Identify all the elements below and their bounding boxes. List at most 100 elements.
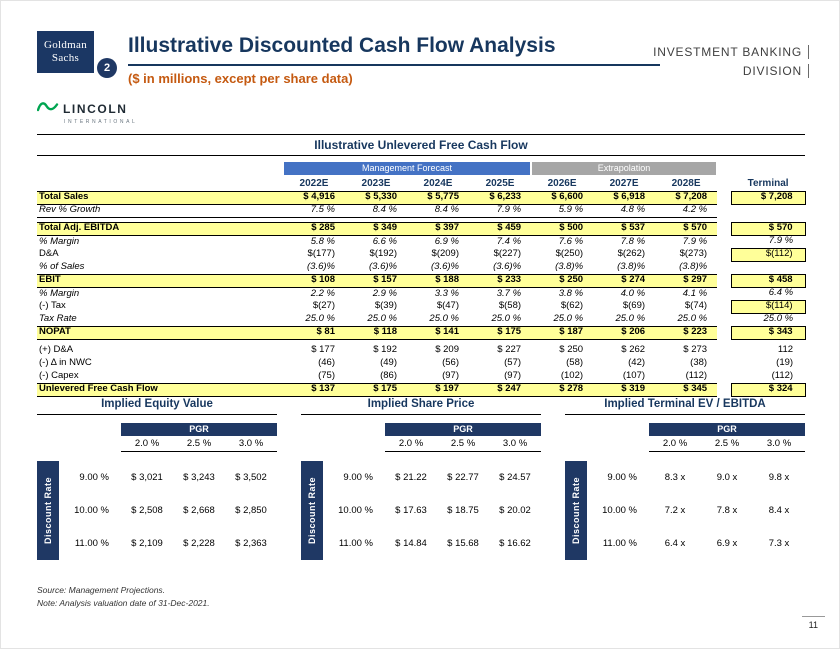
spacer-cell — [717, 300, 732, 313]
spacer-cell — [717, 235, 732, 248]
sensitivity-cell: 6.4 x — [664, 538, 686, 549]
goldman-sachs-logo-line1: Goldman — [43, 39, 88, 52]
sensitivity-title: Implied Equity Value — [37, 398, 277, 415]
fcf-cell: 4.0 % — [620, 287, 646, 299]
fcf-cell: 4.8 % — [593, 204, 656, 218]
discount-rate-axis-label: Discount Rate — [571, 476, 581, 544]
fcf-cell: 2.9 % — [372, 287, 397, 299]
fcf-cell: (102) — [560, 370, 584, 382]
fcf-cell: $ 345 — [655, 382, 718, 397]
fcf-cell: 25.0 % — [367, 313, 397, 325]
fcf-cell: 8.4 % — [345, 204, 407, 218]
spacer-cell — [717, 370, 732, 383]
fcf-row: % of Sales (3.6)% (3.6)% (3.6)% (3.6)% (3.8)%… — [37, 261, 805, 274]
fcf-year-header-row: 2022E 2023E 2024E 2025E 2026E 2027E 2028… — [37, 176, 806, 192]
fcf-row-label: % Margin — [39, 287, 80, 299]
sensitivity-cell: 8.3 x — [664, 472, 686, 483]
fcf-cell: $ 319 — [593, 382, 656, 397]
fcf-row-label: (+) D&A — [39, 344, 74, 356]
group-header-forecast: Management Forecast — [283, 161, 531, 176]
sensitivity-cell: $ 20.02 — [499, 505, 531, 516]
year-header: 2022E — [283, 176, 345, 192]
sensitivity-cell: 9.8 x — [768, 472, 790, 483]
pgr-col-header: 2.5 % — [173, 436, 225, 452]
fcf-row: (-) Capex (75) (86) (97) (97) (102) (107) (112)… — [37, 370, 805, 383]
division-line1: INVESTMENT BANKING — [653, 45, 809, 59]
fcf-row-label: NOPAT — [37, 325, 283, 340]
spacer-cell — [731, 161, 805, 176]
discount-rate-value: 10.00 % — [338, 505, 373, 516]
fcf-terminal-cell: (19) — [776, 357, 794, 369]
fcf-row: Total Adj. EBITDA $ 285 $ 349 $ 397 $ 459 $ 5… — [37, 221, 806, 236]
sensitivity-cell: $ 14.84 — [395, 538, 427, 549]
valuation-note: Note: Analysis valuation date of 31-Dec-… — [37, 597, 210, 608]
year-header: 2024E — [407, 176, 469, 192]
sensitivity-cell: 7.2 x — [664, 505, 686, 516]
sensitivity-title: Implied Share Price — [301, 398, 541, 415]
fcf-cell: 2.2 % — [310, 287, 335, 299]
fcf-cell: (97) — [442, 370, 459, 382]
discount-rate-value: 11.00 % — [602, 538, 637, 549]
fcf-cell: $ 227 — [497, 344, 522, 356]
sensitivity-cell: $ 24.57 — [499, 472, 531, 483]
fcf-cell: (49) — [380, 357, 397, 369]
fcf-row: Unlevered Free Cash Flow $ 137 $ 175 $ 197 $… — [37, 382, 806, 397]
pgr-col-header: 3.0 % — [753, 436, 805, 452]
discount-rate-value: 10.00 % — [602, 505, 637, 516]
fcf-cell: $ 349 — [345, 221, 407, 236]
spacer-cell — [717, 191, 732, 204]
discount-rate-value: 9.00 % — [607, 472, 637, 483]
fcf-terminal-cell: $ 343 — [730, 325, 806, 340]
fcf-cell: (3.6)% — [369, 261, 397, 273]
fcf-row-label: (-) Δ in NWC — [39, 357, 92, 369]
fcf-cell: $ 209 — [435, 344, 459, 356]
fcf-cell: 25.0 % — [553, 313, 584, 325]
fcf-cell: $ 6,918 — [593, 190, 656, 205]
fcf-row: Total Sales $ 4,916 $ 5,330 $ 5,775 $ 6,233 $… — [37, 190, 806, 205]
fcf-terminal-cell: $ 458 — [730, 273, 806, 288]
fcf-cell: $ 278 — [531, 382, 594, 397]
sensitivity-cell: $ 17.63 — [395, 505, 427, 516]
sensitivity-cell: $ 16.62 — [499, 538, 531, 549]
fcf-cell: $(177) — [307, 248, 335, 260]
lincoln-subtitle: INTERNATIONAL — [64, 119, 138, 125]
fcf-cell: $ 274 — [593, 273, 656, 288]
fcf-cell: $(39) — [374, 300, 397, 312]
fcf-cell: $ 6,600 — [531, 190, 594, 205]
fcf-cell: 6.9 % — [434, 235, 459, 247]
year-header: 2027E — [593, 176, 656, 192]
spacer-cell — [717, 248, 732, 261]
page-subtitle: ($ in millions, except per share data) — [128, 71, 353, 86]
fcf-cell: $ 192 — [373, 344, 397, 356]
fcf-terminal-cell: $(112) — [730, 247, 806, 262]
fcf-cell: (3.8)% — [617, 261, 646, 273]
fcf-row-label: % of Sales — [39, 261, 85, 273]
fcf-row: % Margin 5.8 % 6.6 % 6.9 % 7.4 % 7.6 % 7.8 % 7.… — [37, 235, 805, 248]
fcf-cell: 8.4 % — [407, 204, 469, 218]
management-forecast-bar: Management Forecast — [284, 162, 531, 175]
sensitivity-grid: PGR 2.0 % 2.5 % 3.0 % Discount Rate 9.00 % $ 2… — [301, 421, 541, 560]
pgr-header: PGR — [649, 423, 805, 436]
fcf-cell: $ 262 — [621, 344, 646, 356]
discount-rate-axis: Discount Rate — [565, 461, 587, 560]
sensitivity-cell: $ 2,363 — [235, 538, 267, 549]
fcf-row-label: Rev % Growth — [37, 204, 283, 218]
fcf-row-label: Tax Rate — [39, 313, 77, 325]
fcf-cell: $ 537 — [593, 221, 656, 236]
fcf-terminal-cell: 7.9 % — [768, 235, 794, 247]
fcf-cell: (97) — [504, 370, 522, 382]
discount-rate-axis-label: Discount Rate — [43, 476, 53, 544]
fcf-cell: (3.6)% — [431, 261, 459, 273]
fcf-table-body: Total Sales $ 4,916 $ 5,330 $ 5,775 $ 6,233 $… — [37, 190, 806, 397]
fcf-cell: $(209) — [431, 248, 459, 260]
fcf-row-label: Unlevered Free Cash Flow — [37, 382, 283, 397]
title-block: Illustrative Discounted Cash Flow Analys… — [128, 34, 660, 86]
fcf-cell: (107) — [622, 370, 646, 382]
spacer-cell — [717, 287, 732, 300]
fcf-table-title: Illustrative Unlevered Free Cash Flow — [37, 134, 805, 156]
fcf-row: % Margin 2.2 % 2.9 % 3.3 % 3.7 % 3.8 % 4.0 % 4.… — [37, 287, 805, 300]
pgr-col-header: 2.0 % — [121, 436, 173, 452]
fcf-row: EBIT $ 108 $ 157 $ 188 $ 233 $ 250 $ 274 $ 297 $… — [37, 273, 806, 288]
fcf-cell: $ 7,208 — [655, 190, 718, 205]
fcf-cell: 3.3 % — [434, 287, 459, 299]
